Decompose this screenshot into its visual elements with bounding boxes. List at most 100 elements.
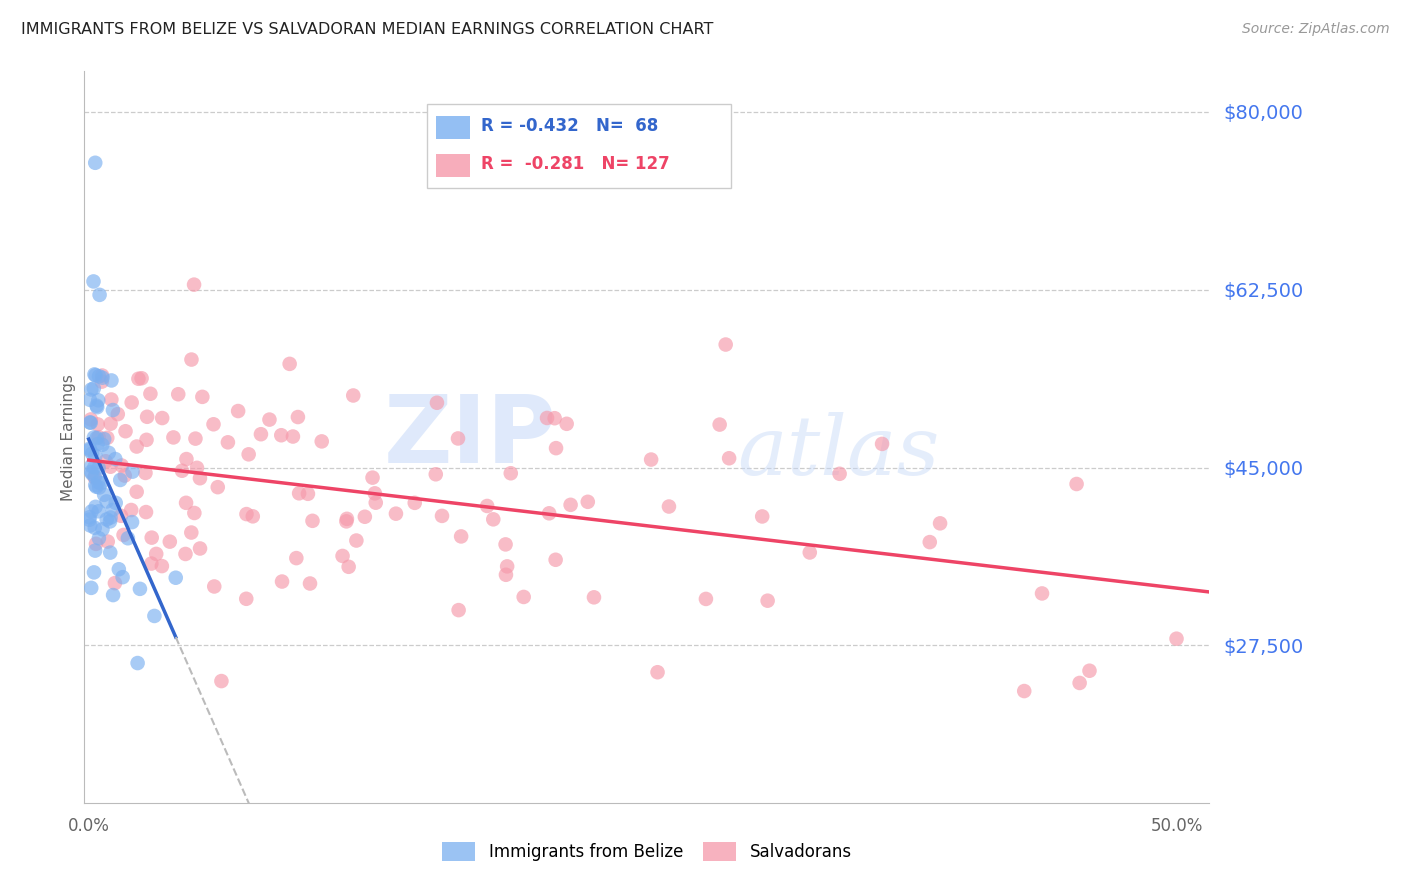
Immigrants from Belize xyxy=(90,476,112,491)
Immigrants from Belize xyxy=(86,431,108,445)
Salvadorans xyxy=(751,509,773,524)
Salvadorans xyxy=(495,567,517,582)
Immigrants from Belize xyxy=(80,504,103,518)
Salvadorans xyxy=(100,459,122,474)
Salvadorans xyxy=(278,357,301,371)
FancyBboxPatch shape xyxy=(436,154,470,178)
Salvadorans xyxy=(342,388,364,402)
Salvadorans xyxy=(235,591,257,606)
Immigrants from Belize xyxy=(97,446,120,460)
Salvadorans xyxy=(718,451,741,466)
Salvadorans xyxy=(191,390,214,404)
Salvadorans xyxy=(544,553,567,567)
Salvadorans xyxy=(288,486,311,500)
Immigrants from Belize xyxy=(84,368,107,383)
Immigrants from Belize xyxy=(87,504,110,518)
Immigrants from Belize xyxy=(91,438,114,452)
Text: IMMIGRANTS FROM BELIZE VS SALVADORAN MEDIAN EARNINGS CORRELATION CHART: IMMIGRANTS FROM BELIZE VS SALVADORAN MED… xyxy=(21,22,713,37)
Salvadorans xyxy=(91,368,114,383)
Immigrants from Belize xyxy=(110,473,132,487)
Salvadorans xyxy=(114,424,136,438)
Immigrants from Belize xyxy=(87,475,110,490)
Immigrants from Belize xyxy=(101,503,124,517)
Salvadorans xyxy=(1166,632,1188,646)
Salvadorans xyxy=(186,460,208,475)
Salvadorans xyxy=(100,392,122,407)
Salvadorans xyxy=(174,496,197,510)
Immigrants from Belize xyxy=(83,566,105,580)
Immigrants from Belize xyxy=(104,496,127,510)
Immigrants from Belize xyxy=(79,442,101,456)
Salvadorans xyxy=(141,531,163,545)
Salvadorans xyxy=(84,537,107,551)
Salvadorans xyxy=(482,512,505,526)
Salvadorans xyxy=(235,507,257,521)
Immigrants from Belize xyxy=(89,481,111,495)
Salvadorans xyxy=(1031,586,1053,600)
Salvadorans xyxy=(242,509,264,524)
Immigrants from Belize xyxy=(101,403,124,417)
Immigrants from Belize xyxy=(87,393,110,408)
Salvadorans xyxy=(582,591,605,605)
Salvadorans xyxy=(271,574,294,589)
Immigrants from Belize xyxy=(84,500,107,514)
Salvadorans xyxy=(297,487,319,501)
Salvadorans xyxy=(301,514,323,528)
Salvadorans xyxy=(202,417,225,432)
Immigrants from Belize xyxy=(80,465,103,479)
Salvadorans xyxy=(475,499,498,513)
Immigrants from Belize xyxy=(121,465,143,479)
Immigrants from Belize xyxy=(83,460,105,475)
Immigrants from Belize xyxy=(79,513,101,527)
Salvadorans xyxy=(353,509,375,524)
Immigrants from Belize xyxy=(83,381,105,395)
Salvadorans xyxy=(555,417,578,431)
Salvadorans xyxy=(174,547,197,561)
Salvadorans xyxy=(145,547,167,561)
Salvadorans xyxy=(285,551,308,566)
Salvadorans xyxy=(188,541,211,556)
Salvadorans xyxy=(127,372,149,386)
Salvadorans xyxy=(97,534,120,549)
Immigrants from Belize xyxy=(117,531,139,545)
Salvadorans xyxy=(714,337,737,351)
Salvadorans xyxy=(364,486,387,500)
Salvadorans xyxy=(83,470,105,484)
Immigrants from Belize xyxy=(84,478,107,492)
Salvadorans xyxy=(180,352,202,367)
Text: atlas: atlas xyxy=(737,412,939,491)
Immigrants from Belize xyxy=(80,581,103,595)
Immigrants from Belize xyxy=(104,452,127,467)
Salvadorans xyxy=(183,506,205,520)
Immigrants from Belize xyxy=(84,449,107,463)
Y-axis label: Median Earnings: Median Earnings xyxy=(60,374,76,500)
Immigrants from Belize xyxy=(98,546,121,560)
Salvadorans xyxy=(107,407,129,421)
Immigrants from Belize xyxy=(87,531,110,545)
Salvadorans xyxy=(756,593,779,607)
Salvadorans xyxy=(217,435,239,450)
Immigrants from Belize xyxy=(86,400,108,414)
Salvadorans xyxy=(337,559,360,574)
Salvadorans xyxy=(1066,477,1088,491)
Salvadorans xyxy=(560,498,582,512)
Salvadorans xyxy=(94,454,117,468)
Immigrants from Belize xyxy=(89,288,111,302)
Salvadorans xyxy=(695,591,717,606)
Salvadorans xyxy=(135,505,157,519)
Immigrants from Belize xyxy=(80,458,103,473)
Immigrants from Belize xyxy=(83,469,105,483)
Immigrants from Belize xyxy=(83,521,105,535)
Salvadorans xyxy=(576,495,599,509)
Immigrants from Belize xyxy=(108,562,131,576)
Text: ZIP: ZIP xyxy=(384,391,557,483)
Salvadorans xyxy=(287,410,309,425)
Salvadorans xyxy=(100,417,122,431)
Salvadorans xyxy=(250,427,273,442)
Salvadorans xyxy=(238,447,260,461)
Legend: Immigrants from Belize, Salvadorans: Immigrants from Belize, Salvadorans xyxy=(436,835,858,868)
Immigrants from Belize xyxy=(83,430,105,444)
Immigrants from Belize xyxy=(86,399,108,413)
Immigrants from Belize xyxy=(127,656,149,670)
Salvadorans xyxy=(87,417,110,432)
